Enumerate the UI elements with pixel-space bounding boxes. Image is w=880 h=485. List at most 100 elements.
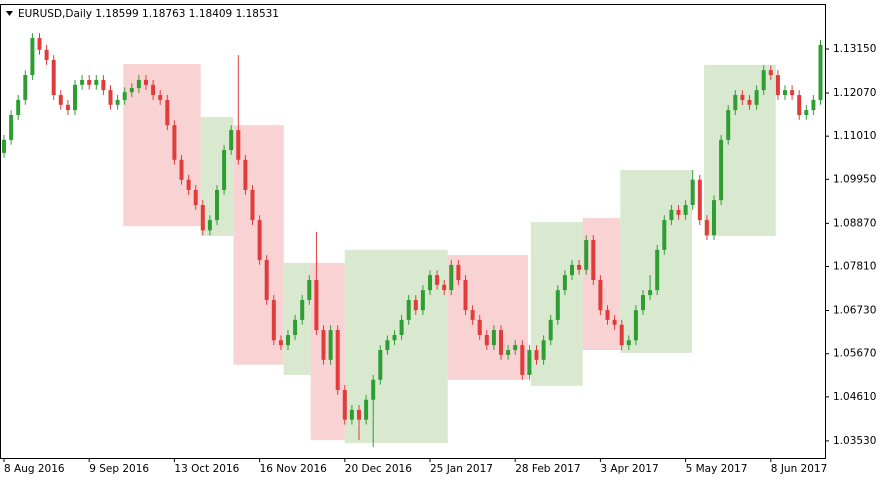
candle-body (250, 189, 255, 221)
y-tick-label: 1.03530 (833, 435, 876, 447)
candle-body (16, 99, 21, 115)
candle-body (314, 279, 319, 331)
candle-body (193, 189, 198, 206)
candle-body (257, 220, 262, 261)
candle-body (719, 139, 724, 201)
candle-body (541, 340, 546, 360)
candle-body (101, 79, 106, 91)
menu-arrow (6, 11, 13, 16)
x-tick-label: 25 Jan 2017 (430, 463, 493, 475)
candle-body (712, 200, 716, 236)
y-tick-label: 1.13150 (833, 43, 876, 55)
candle-body (399, 319, 404, 335)
candle-body (598, 279, 603, 311)
candle-body (349, 409, 354, 420)
candle-body (442, 284, 447, 291)
candle-body (136, 79, 141, 89)
candle-body (449, 264, 454, 291)
candle-body (548, 319, 553, 341)
candle-body (761, 70, 766, 91)
candle-body (562, 275, 567, 291)
candle-body (179, 159, 184, 180)
candle-body (215, 189, 219, 221)
candle-body (676, 209, 681, 215)
y-tick-label: 1.07810 (833, 261, 876, 273)
candle-body (456, 264, 461, 280)
candle-body (207, 220, 212, 231)
candle-body (747, 99, 752, 105)
candle-body (641, 295, 645, 311)
zone (447, 255, 528, 380)
x-tick-label: 5 May 2017 (686, 463, 748, 475)
candle-body (683, 205, 688, 215)
candle-body (697, 179, 702, 221)
candle-body (264, 260, 269, 300)
x-tick-label: 16 Nov 2016 (260, 463, 328, 475)
candle-body (768, 70, 773, 76)
candle-body (754, 90, 759, 105)
candle-body (151, 84, 156, 96)
candle-body (428, 275, 432, 291)
candle-body (9, 114, 14, 140)
candle-body (499, 330, 503, 355)
y-tick-label: 1.06730 (833, 305, 876, 317)
candle-body (690, 179, 695, 206)
candle-body (158, 95, 163, 100)
candle-body (804, 110, 809, 115)
zone (283, 262, 311, 375)
candle-body (300, 299, 305, 320)
candle-body (790, 90, 795, 96)
zones-layer (123, 64, 776, 443)
candle-body (129, 88, 134, 93)
candle-body (527, 350, 532, 375)
candle-body (484, 334, 489, 346)
y-tick-label: 1.11010 (833, 130, 876, 142)
candle-body (783, 90, 787, 96)
candle-body (413, 299, 418, 311)
candle-body (271, 299, 276, 341)
candle-body (463, 279, 468, 311)
candle-body (286, 334, 290, 346)
y-tick-label: 1.05670 (833, 348, 876, 360)
candle-body (406, 299, 411, 320)
x-tick-label: 8 Jun 2017 (771, 463, 827, 475)
candle-body (65, 104, 70, 111)
candle-body (2, 139, 6, 153)
candle-body (648, 290, 653, 296)
candle-body (733, 95, 738, 111)
candle-body (80, 79, 85, 85)
candle-body (342, 389, 347, 420)
candle-body (364, 399, 369, 420)
x-tick-label: 8 Aug 2016 (4, 463, 65, 475)
candle-body (584, 240, 589, 270)
candle-body (186, 179, 191, 190)
candles-layer (2, 33, 823, 448)
candle-body (520, 345, 525, 375)
candle-body (236, 130, 241, 160)
candle-body (44, 49, 49, 60)
candle-body (51, 59, 56, 96)
candle-body (420, 290, 425, 311)
candle-body (655, 249, 660, 291)
candle-body (115, 99, 120, 105)
candle-body (222, 150, 227, 190)
candle-body (619, 324, 624, 346)
candle-body (243, 159, 248, 190)
y-tick-label: 1.12070 (833, 87, 876, 99)
candle-body (335, 330, 340, 390)
candle-body (37, 37, 42, 50)
candle-body (577, 264, 582, 270)
candle-body (328, 330, 333, 360)
candle-body (58, 95, 63, 105)
candle-body (94, 79, 99, 85)
candle-body (144, 79, 148, 85)
candle-body (570, 264, 574, 276)
candle-body (87, 79, 92, 85)
candle-body (172, 125, 177, 160)
candle-body (378, 350, 383, 380)
candle-body (626, 340, 631, 346)
x-tick-label: 20 Dec 2016 (345, 463, 412, 475)
candle-body (605, 310, 610, 320)
candle-body (797, 95, 802, 115)
candle-body (704, 220, 709, 236)
